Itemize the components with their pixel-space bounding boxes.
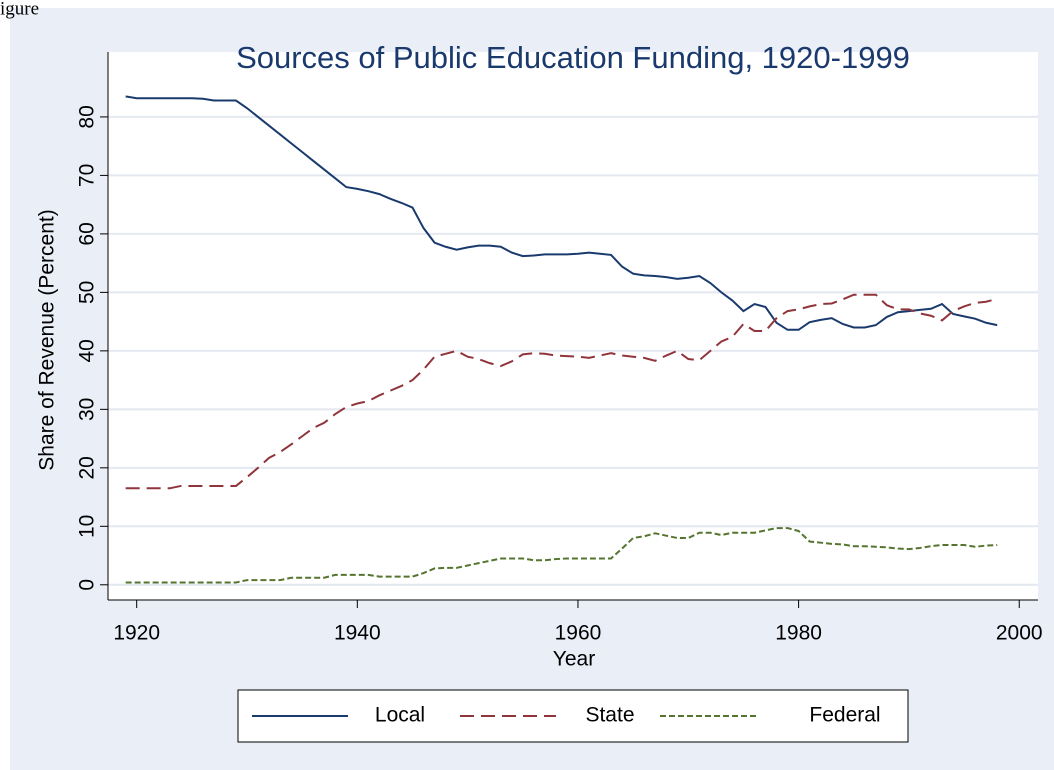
line bbox=[125, 293, 998, 490]
y-tick-label: 60 bbox=[76, 222, 99, 245]
y-tick-label: 80 bbox=[76, 105, 99, 128]
y-tick-label: 70 bbox=[76, 164, 99, 187]
x-tick-label: 1980 bbox=[775, 622, 822, 645]
x-tick-label: 1920 bbox=[113, 622, 160, 645]
line bbox=[125, 527, 998, 584]
y-tick-label: 30 bbox=[76, 398, 99, 421]
y-tick-label: 50 bbox=[76, 281, 99, 304]
chart-title: Sources of Public Education Funding, 192… bbox=[236, 40, 910, 75]
y-tick-label: 0 bbox=[76, 579, 99, 591]
legend-label: State bbox=[585, 704, 634, 727]
caption: igure bbox=[0, 0, 39, 19]
y-tick-label: 20 bbox=[76, 456, 99, 479]
x-tick-label: 1960 bbox=[555, 622, 602, 645]
x-axis-label: Year bbox=[553, 648, 595, 671]
y-axis-label: Share of Revenue (Percent) bbox=[36, 209, 59, 470]
plot-area bbox=[108, 52, 1038, 600]
legend-label: Local bbox=[375, 704, 425, 727]
legend bbox=[237, 689, 909, 743]
y-tick-label: 40 bbox=[76, 339, 99, 362]
legend-label: Federal bbox=[809, 704, 880, 727]
x-tick-label: 1940 bbox=[334, 622, 381, 645]
x-tick-label: 2000 bbox=[996, 622, 1043, 645]
line bbox=[125, 95, 998, 331]
y-tick-label: 10 bbox=[76, 515, 99, 538]
